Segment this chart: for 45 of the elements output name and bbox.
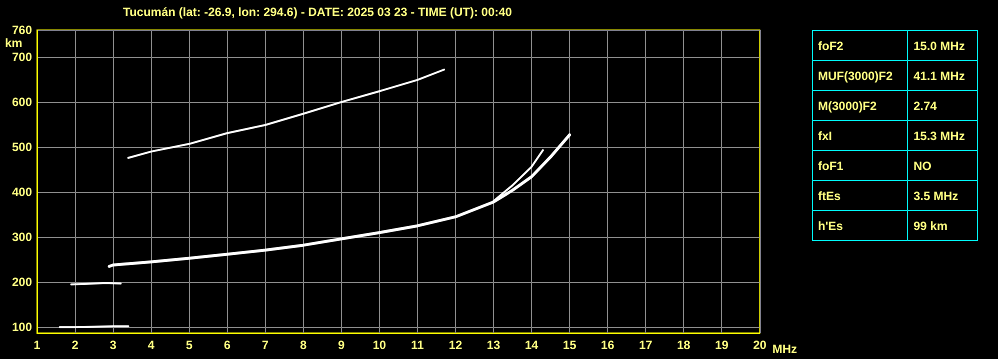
y-axis-title: km xyxy=(5,36,22,50)
x-axis-title: MHz xyxy=(772,342,797,356)
x-tick-label: 19 xyxy=(715,338,729,352)
y-tick-label: 300 xyxy=(12,230,32,244)
text: 2.74 xyxy=(908,90,978,120)
text: 99 km xyxy=(908,210,978,240)
y-tick-label: 760 xyxy=(12,23,32,37)
x-tick-label: 15 xyxy=(562,338,577,352)
x-tick-label: 18 xyxy=(677,338,691,352)
x-tick-label: 3 xyxy=(110,338,117,352)
x-tick-label: 12 xyxy=(448,338,462,352)
x-tick-label: 1 xyxy=(34,338,41,352)
y-tick-label: 500 xyxy=(12,140,32,154)
text: fxI xyxy=(812,120,908,150)
y-tick-label: 700 xyxy=(12,50,32,64)
x-tick-label: 17 xyxy=(638,338,653,352)
x-tick-label: 6 xyxy=(224,338,231,352)
text: foF1 xyxy=(812,150,908,180)
x-tick-label: 13 xyxy=(486,338,500,352)
x-tick-label: 7 xyxy=(262,338,269,352)
x-tick-label: 11 xyxy=(411,338,424,352)
text: ftEs xyxy=(812,180,908,210)
y-tick-label: 100 xyxy=(12,320,32,334)
text: 41.1 MHz xyxy=(908,60,978,90)
text: MUF(3000)F2 xyxy=(812,60,908,90)
text: NO xyxy=(908,150,978,180)
x-tick-label: 10 xyxy=(372,338,386,352)
x-tick-label: 9 xyxy=(338,338,345,352)
chart-title: Tucumán (lat: -26.9, lon: 294.6) - DATE: 2025 03 23 - TIME (UT): 00:40 xyxy=(123,5,512,19)
x-tick-label: 8 xyxy=(300,338,307,352)
y-tick-label: 200 xyxy=(12,275,32,290)
y-tick-label: 400 xyxy=(12,185,32,200)
x-tick-label: 14 xyxy=(524,338,539,352)
x-tick-label: 5 xyxy=(186,338,193,352)
y-tick-label: 600 xyxy=(12,95,32,110)
x-tick-label: 2 xyxy=(72,338,79,352)
text: 15.0 MHz xyxy=(908,30,978,60)
text: h'Es xyxy=(812,210,908,240)
text: 15.3 MHz xyxy=(908,120,978,150)
text: foF2 xyxy=(812,30,908,60)
x-tick-label: 16 xyxy=(600,338,615,352)
text: M(3000)F2 xyxy=(812,90,908,120)
x-tick-label: 4 xyxy=(148,338,155,352)
x-tick-label: 20 xyxy=(753,338,767,352)
text: 3.5 MHz xyxy=(908,180,978,210)
